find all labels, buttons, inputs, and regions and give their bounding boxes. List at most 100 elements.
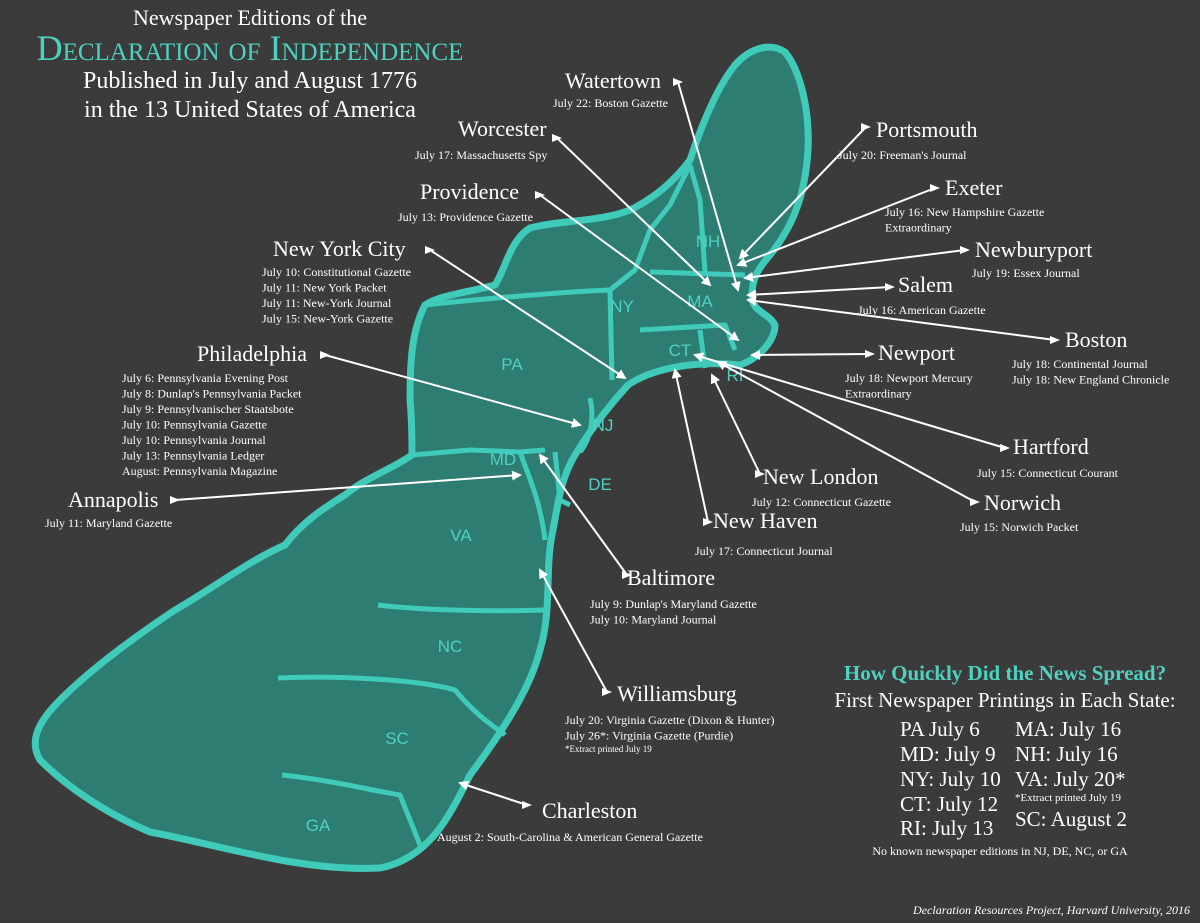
- arrow-tail: [673, 78, 683, 86]
- edition: July 18: Continental Journal: [1012, 357, 1148, 371]
- arrow: [458, 780, 528, 806]
- city: Norwich July 15: Norwich Packet: [716, 361, 1079, 534]
- edition: July 8: Dunlap's Pennsylvania Packet: [122, 387, 302, 401]
- arrow-tail: [861, 123, 871, 131]
- state-label: MD: [490, 450, 516, 469]
- arrow: [736, 187, 936, 267]
- edition: July 19: Essex Journal: [972, 266, 1080, 280]
- edition: July 11: New-York Journal: [262, 296, 392, 310]
- edition: July 22: Boston Gazette: [553, 96, 668, 110]
- edition: July 18: Newport Mercury: [845, 371, 973, 385]
- edition: July 16: New Hampshire Gazette: [885, 205, 1044, 219]
- arrow-tail: [1000, 444, 1010, 452]
- edition: July 15: Norwich Packet: [960, 520, 1079, 534]
- arrow: [716, 361, 976, 503]
- city-name: Boston: [1065, 327, 1127, 352]
- city: Salem July 16: American Gazette: [746, 272, 986, 317]
- city: Williamsburg July 20: Virginia Gazette (D…: [539, 568, 774, 754]
- summary-box: How Quickly Did the News Spread? First N…: [834, 661, 1175, 858]
- summary-footer: No known newspaper editions in NJ, DE, N…: [872, 844, 1128, 858]
- city: Baltimore July 9: Dunlap's Maryland Gazet…: [538, 453, 757, 627]
- city-name: Philadelphia: [197, 341, 307, 366]
- state-label: NY: [610, 297, 634, 316]
- city-name: Portsmouth: [876, 117, 977, 142]
- arrow: [556, 137, 712, 287]
- city-name: Newburyport: [975, 237, 1092, 262]
- city: Portsmouth July 20: Freeman's Journal: [738, 117, 977, 260]
- summary-item: MD: July 9: [900, 742, 996, 766]
- arrow: [693, 352, 1006, 449]
- summary-subtitle: First Newspaper Printings in Each State:: [834, 688, 1175, 712]
- edition: Extraordinary: [885, 221, 952, 235]
- arrow-tail: [865, 350, 875, 358]
- arrow: [539, 194, 740, 342]
- arrow-tail: [425, 246, 435, 254]
- credit: Declaration Resources Project, Harvard U…: [912, 903, 1190, 917]
- summary-title: How Quickly Did the News Spread?: [844, 661, 1166, 685]
- state-label: RI: [727, 366, 744, 385]
- summary-item: VA: July 20*: [1015, 767, 1125, 791]
- arrow-tail: [535, 191, 545, 199]
- state-label: PA: [501, 355, 523, 374]
- coast-outline: [31, 43, 812, 872]
- edition: July 9: Pennsylvanischer Staatsbote: [122, 402, 294, 416]
- edition: July 6: Pennsylvania Evening Post: [122, 371, 289, 385]
- arrow: [539, 568, 608, 693]
- colonies-map: [31, 43, 812, 872]
- state-borders: [277, 163, 746, 846]
- city: Boston July 18: Continental Journal July 1…: [746, 296, 1169, 387]
- city: Newport July 18: Newport Mercury Extraordi…: [750, 340, 973, 401]
- state-label: GA: [306, 816, 331, 835]
- edition: July 13: Pennsylvania Ledger: [122, 449, 264, 463]
- city: New York City July 10: Constitutional Gaz…: [262, 236, 627, 380]
- city-name: Newport: [878, 340, 955, 365]
- arrow-tail: [622, 571, 632, 579]
- arrow-tail: [522, 801, 532, 809]
- edition: July 15: New-York Gazette: [262, 312, 393, 326]
- city-name: Watertown: [565, 68, 661, 93]
- edition: July 10: Pennsylvania Journal: [122, 433, 266, 447]
- edition: July 10: Maryland Journal: [590, 613, 717, 627]
- edition: July 26*: Virginia Gazette (Purdie): [565, 729, 733, 743]
- arrow: [538, 453, 628, 576]
- edition: July 17: Massachusetts Spy: [415, 148, 547, 162]
- arrow: [324, 354, 582, 428]
- summary-item: SC: August 2: [1015, 807, 1127, 831]
- city: Newburyport July 19: Essex Journal: [743, 237, 1092, 282]
- arrow: [677, 81, 741, 292]
- title-line: Published in July and August 1776: [83, 68, 417, 94]
- arrow: [750, 349, 871, 360]
- edition: August: Pennsylvania Magazine: [122, 464, 277, 478]
- arrow: [743, 249, 966, 282]
- arrow-tail: [970, 498, 980, 506]
- summary-item: NH: July 16: [1015, 742, 1118, 766]
- city: Charleston August 2: South-Carolina & Ame…: [437, 780, 703, 844]
- city-name: Charleston: [542, 798, 637, 823]
- state-label: VA: [450, 526, 472, 545]
- city-name: Annapolis: [68, 487, 158, 512]
- arrow-tail: [703, 518, 713, 526]
- city-name: New London: [763, 464, 878, 489]
- edition: Extraordinary: [845, 387, 912, 401]
- state-label: NC: [438, 637, 463, 656]
- state-label: DE: [588, 475, 612, 494]
- city: New London July 12: Connecticut Gazette: [710, 373, 891, 509]
- arrow-tail: [930, 184, 940, 192]
- city: Providence July 13: Providence Gazette: [398, 179, 740, 342]
- summary-note: *Extract printed July 19: [1015, 792, 1122, 804]
- arrow: [710, 373, 761, 475]
- edition: July 11: New York Packet: [262, 281, 387, 295]
- arrow-tail: [602, 688, 612, 696]
- edition: July 20: Virginia Gazette (Dixon & Hunte…: [565, 713, 774, 727]
- summary-item: RI: July 13: [900, 816, 993, 840]
- city-name: Worcester: [458, 116, 547, 141]
- edition: July 16: American Gazette: [858, 303, 986, 317]
- arrow: [174, 470, 522, 501]
- city-name: Hartford: [1013, 434, 1089, 459]
- state-label: CT: [669, 341, 692, 360]
- edition: July 10: Constitutional Gazette: [262, 265, 411, 279]
- state-label: NH: [696, 232, 721, 251]
- title-line: Newspaper Editions of the: [133, 5, 367, 30]
- arrow-tail: [170, 496, 180, 504]
